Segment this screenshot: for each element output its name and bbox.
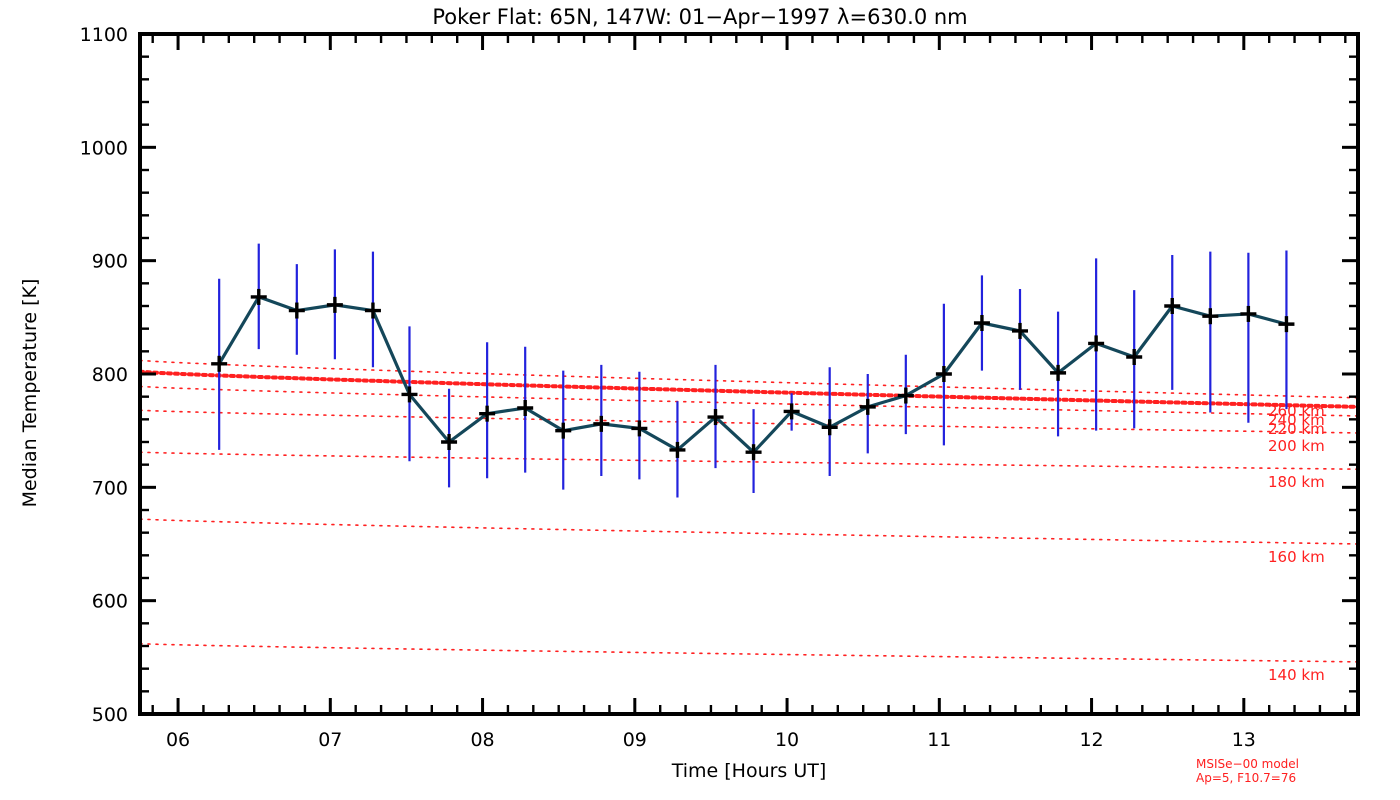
- x-axis-ticks: [151, 34, 1347, 714]
- data-point-marker: [1088, 335, 1105, 352]
- data-point-marker: [326, 296, 343, 313]
- data-point-marker: [859, 398, 876, 415]
- data-point-marker: [935, 366, 952, 382]
- altitude-label-260-km: 260 km: [1268, 402, 1325, 420]
- model-credit-line2: Ap=5, F10.7=76: [1196, 771, 1296, 785]
- x-tick-label: 12: [1079, 729, 1103, 751]
- error-bars: [218, 243, 1288, 498]
- data-point-marker: [517, 400, 534, 416]
- data-point-marker: [669, 441, 686, 458]
- data-point-marker: [288, 302, 305, 319]
- y-axis-tick-labels: 500 600 700 800 900 1000 1100: [80, 24, 128, 726]
- x-axis-tick-labels: 06 07 08 09 10 11 12 13: [166, 729, 1256, 751]
- model-curve-180-km: [139, 451, 1359, 471]
- data-point-marker: [821, 419, 838, 436]
- data-point-marker: [783, 403, 800, 420]
- data-point-markers: [211, 288, 1295, 461]
- data-point-marker: [250, 288, 267, 305]
- chart-title: Poker Flat: 65N, 147W: 01−Apr−1997 λ=630…: [432, 5, 967, 29]
- model-curve-200-km: [139, 409, 1359, 434]
- y-tick-label: 900: [92, 251, 128, 273]
- model-curve-140-km: [139, 642, 1359, 663]
- altitude-label-140-km: 140 km: [1268, 666, 1325, 684]
- x-tick-label: 11: [927, 729, 951, 751]
- data-point-marker: [1126, 349, 1143, 365]
- data-point-marker: [1240, 305, 1257, 322]
- data-point-marker: [479, 405, 496, 422]
- y-tick-label: 800: [92, 364, 128, 386]
- model-curve-260-km: [139, 359, 1359, 399]
- x-tick-label: 13: [1232, 729, 1256, 751]
- model-curve-160-km: [139, 518, 1359, 545]
- x-tick-label: 07: [318, 729, 342, 751]
- data-point-marker: [1012, 322, 1029, 339]
- msis-model-altitude-curves: [138, 359, 1360, 663]
- data-point-marker: [707, 409, 724, 426]
- data-point-marker: [441, 434, 458, 450]
- data-point-marker: [1050, 364, 1067, 381]
- data-point-marker: [745, 444, 762, 461]
- altitude-label-200-km: 200 km: [1268, 437, 1325, 455]
- y-tick-label: 600: [92, 591, 128, 613]
- model-curve-220-km: [139, 385, 1359, 417]
- data-point-marker: [1278, 316, 1295, 333]
- data-point-marker: [973, 315, 990, 331]
- data-point-marker: [364, 302, 381, 319]
- data-point-marker: [593, 415, 610, 432]
- x-tick-label: 10: [775, 729, 799, 751]
- altitude-label-240-km: 240 km: [1268, 411, 1325, 429]
- data-point-marker: [1202, 308, 1219, 325]
- y-tick-label: 1100: [80, 24, 128, 46]
- data-point-marker: [631, 420, 648, 437]
- altitude-label-220-km: 220 km: [1268, 420, 1325, 438]
- x-tick-label: 06: [166, 729, 190, 751]
- y-tick-label: 1000: [80, 137, 128, 159]
- x-tick-label: 08: [470, 729, 494, 751]
- altitude-label-180-km: 180 km: [1268, 473, 1325, 491]
- model-curve-240-km: [138, 369, 1360, 409]
- data-point-marker: [1164, 298, 1181, 314]
- y-tick-label: 700: [92, 477, 128, 499]
- x-axis-label: Time [Hours UT]: [671, 760, 827, 782]
- x-tick-label: 09: [623, 729, 647, 751]
- y-tick-label: 500: [92, 704, 128, 726]
- data-point-marker: [401, 386, 418, 403]
- model-credit-line1: MSISe−00 model: [1196, 757, 1299, 771]
- y-axis-ticks: [140, 32, 1358, 716]
- altitude-label-160-km: 160 km: [1268, 548, 1325, 566]
- data-point-marker: [211, 355, 228, 372]
- data-point-marker: [555, 422, 572, 439]
- y-axis-label: Median Temperature [K]: [19, 279, 41, 508]
- data-point-marker: [897, 387, 914, 404]
